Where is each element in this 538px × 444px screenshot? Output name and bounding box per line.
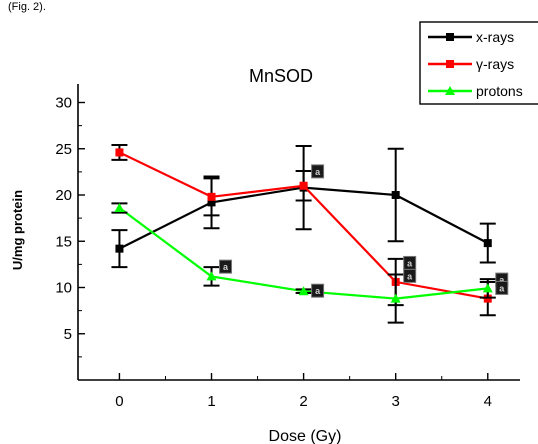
- legend-marker: [446, 60, 454, 68]
- significance-mark: a: [311, 283, 325, 298]
- chart-title: MnSOD: [249, 66, 313, 86]
- data-point: [114, 202, 125, 212]
- significance-mark: a: [495, 280, 509, 295]
- significance-mark-box: [495, 280, 509, 295]
- significance-mark-letter: a: [315, 286, 321, 296]
- legend-marker: [445, 86, 455, 95]
- data-point: [298, 286, 309, 296]
- series-layer: [111, 144, 496, 324]
- data-point: [207, 192, 216, 201]
- data-point: [115, 244, 124, 253]
- x-tick-label: 3: [392, 393, 400, 410]
- y-tick-label: 25: [55, 141, 72, 158]
- legend-label: γ-rays: [476, 56, 514, 72]
- significance-mark-letter: a: [315, 167, 321, 177]
- data-point: [482, 283, 493, 293]
- series-0: [111, 144, 496, 269]
- legend-label: x-rays: [476, 29, 514, 45]
- x-tick-label: 2: [299, 393, 307, 410]
- significance-mark-box: [219, 259, 233, 274]
- significance-mark-letter: a: [499, 275, 505, 285]
- legend-label: protons: [476, 83, 523, 99]
- significance-mark-box: [311, 283, 325, 298]
- y-tick-label: 30: [55, 95, 72, 112]
- data-point: [483, 239, 492, 248]
- legend: x-rays γ-rays protons: [419, 21, 538, 105]
- significance-mark: a: [403, 255, 417, 270]
- significance-mark-letter: a: [223, 262, 229, 272]
- y-tick-label: 5: [64, 326, 72, 343]
- significance-mark-box: [311, 164, 325, 179]
- significance-mark: a: [311, 164, 325, 179]
- legend-marker: [446, 33, 454, 41]
- x-tick-label: 0: [115, 393, 123, 410]
- x-tick-label: 1: [207, 393, 215, 410]
- series-2: [111, 202, 496, 324]
- significance-mark-letter: a: [407, 258, 413, 268]
- data-point: [299, 181, 308, 190]
- significance-mark: a: [403, 268, 417, 283]
- data-point: [391, 191, 400, 199]
- y-axis-label: U/mg protein: [10, 190, 25, 270]
- y-tick-label: 10: [55, 280, 72, 297]
- x-tick-label: 4: [484, 393, 492, 410]
- y-tick-label: 20: [55, 187, 72, 204]
- x-axis-label: Dose (Gy): [269, 428, 342, 444]
- data-point: [206, 271, 217, 281]
- significance-mark: a: [219, 259, 233, 274]
- axes: 5 10 15 20 25 30 0 1 2 3 4: [55, 84, 520, 410]
- significance-mark-box: [403, 268, 417, 283]
- caption-fragment: (Fig. 2).: [8, 1, 46, 13]
- data-point: [390, 293, 401, 303]
- data-point: [115, 148, 124, 157]
- significance-mark-letter: a: [499, 283, 505, 293]
- significance-mark-letter: a: [407, 271, 413, 281]
- y-tick-label: 15: [55, 233, 72, 250]
